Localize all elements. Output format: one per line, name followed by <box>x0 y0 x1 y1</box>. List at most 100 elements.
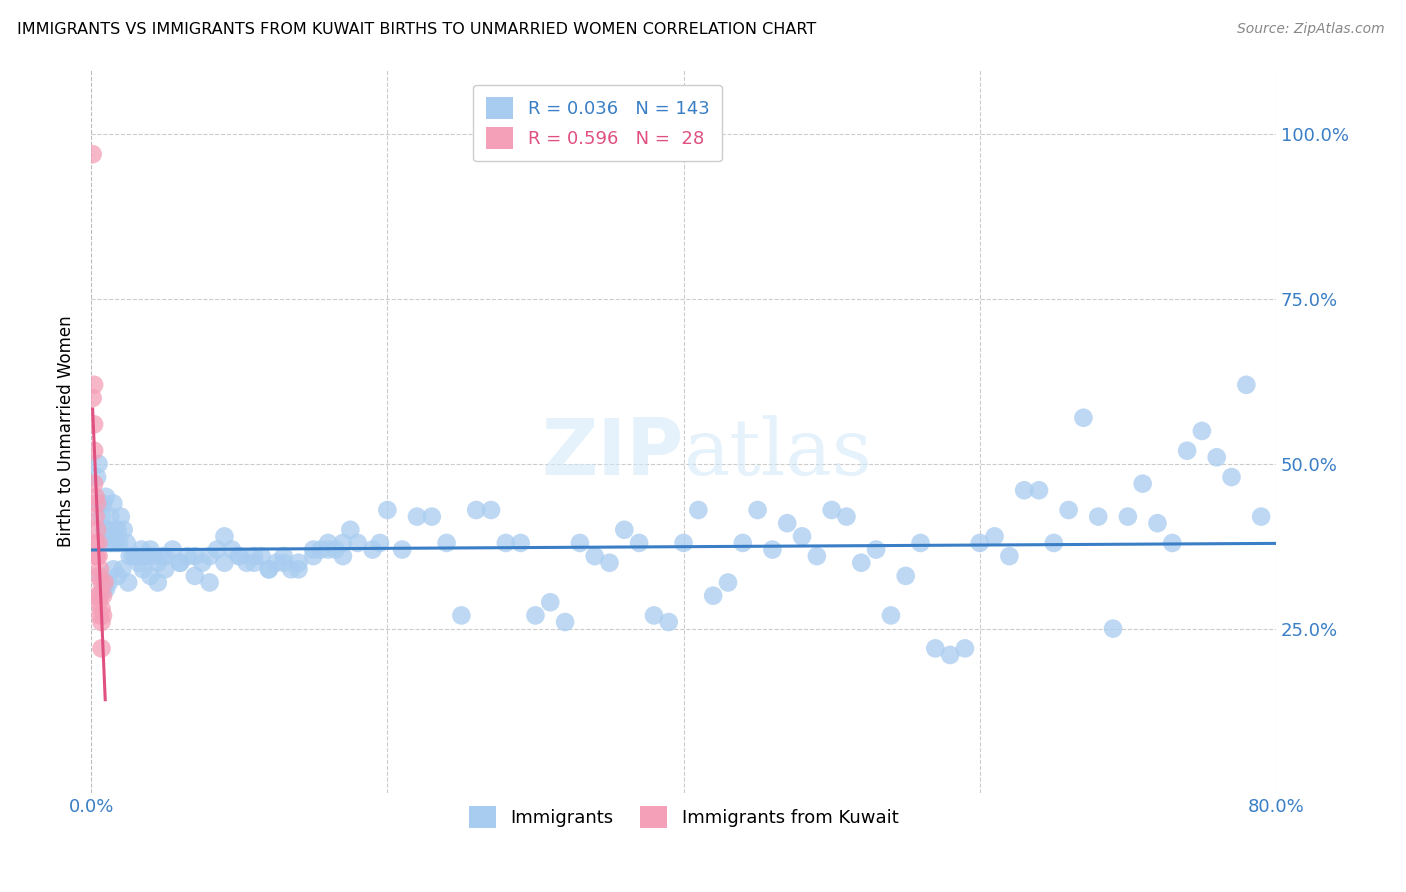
Point <box>747 503 769 517</box>
Point <box>325 542 347 557</box>
Point <box>361 542 384 557</box>
Point <box>243 549 266 563</box>
Point <box>107 569 129 583</box>
Point <box>131 542 153 557</box>
Point <box>198 575 221 590</box>
Point <box>790 529 813 543</box>
Point <box>851 556 873 570</box>
Point <box>332 536 354 550</box>
Y-axis label: Births to Unmarried Women: Births to Unmarried Women <box>58 315 75 547</box>
Point <box>1234 377 1257 392</box>
Point <box>865 542 887 557</box>
Point <box>89 608 111 623</box>
Point <box>142 549 165 563</box>
Point <box>136 549 159 563</box>
Point <box>117 575 139 590</box>
Point <box>97 536 120 550</box>
Point <box>672 536 695 550</box>
Point <box>84 490 107 504</box>
Point <box>150 549 173 563</box>
Point <box>153 549 176 563</box>
Point <box>184 569 207 583</box>
Point <box>1146 516 1168 531</box>
Point <box>94 582 117 596</box>
Point <box>983 529 1005 543</box>
Point <box>91 582 114 596</box>
Point <box>84 536 107 550</box>
Point <box>368 536 391 550</box>
Point <box>264 556 287 570</box>
Point <box>509 536 531 550</box>
Point <box>89 569 111 583</box>
Point <box>134 549 156 563</box>
Text: IMMIGRANTS VS IMMIGRANTS FROM KUWAIT BIRTHS TO UNMARRIED WOMEN CORRELATION CHART: IMMIGRANTS VS IMMIGRANTS FROM KUWAIT BIR… <box>17 22 815 37</box>
Point <box>86 549 108 563</box>
Point <box>91 589 114 603</box>
Point <box>688 503 710 517</box>
Point <box>998 549 1021 563</box>
Point <box>83 417 105 432</box>
Point <box>524 608 547 623</box>
Point <box>280 562 302 576</box>
Point <box>90 615 112 629</box>
Point <box>939 648 962 662</box>
Point <box>86 470 108 484</box>
Point <box>103 496 125 510</box>
Point <box>82 391 104 405</box>
Point <box>1012 483 1035 498</box>
Point <box>495 536 517 550</box>
Point <box>599 556 621 570</box>
Point <box>205 542 228 557</box>
Point <box>776 516 799 531</box>
Point <box>436 536 458 550</box>
Point <box>132 562 155 576</box>
Point <box>568 536 591 550</box>
Point <box>96 523 118 537</box>
Point <box>83 476 105 491</box>
Point <box>97 575 120 590</box>
Point <box>628 536 651 550</box>
Point <box>110 509 132 524</box>
Point <box>101 536 124 550</box>
Point <box>731 536 754 550</box>
Point <box>302 542 325 557</box>
Point <box>87 595 110 609</box>
Point <box>124 549 146 563</box>
Point <box>302 549 325 563</box>
Point <box>191 556 214 570</box>
Point <box>105 536 128 550</box>
Point <box>214 529 236 543</box>
Point <box>118 549 141 563</box>
Point <box>91 496 114 510</box>
Point <box>86 496 108 510</box>
Point <box>1205 450 1227 465</box>
Point <box>953 641 976 656</box>
Point <box>717 575 740 590</box>
Point <box>93 575 115 590</box>
Point <box>89 589 111 603</box>
Point <box>332 549 354 563</box>
Point <box>835 509 858 524</box>
Point <box>112 523 135 537</box>
Point <box>83 377 105 392</box>
Point <box>108 536 131 550</box>
Point <box>250 549 273 563</box>
Point <box>287 562 309 576</box>
Point <box>89 496 111 510</box>
Point <box>87 569 110 583</box>
Point <box>702 589 724 603</box>
Text: atlas: atlas <box>683 415 872 491</box>
Point <box>613 523 636 537</box>
Point <box>100 509 122 524</box>
Point <box>821 503 844 517</box>
Point <box>87 549 110 563</box>
Point <box>1028 483 1050 498</box>
Point <box>214 556 236 570</box>
Point <box>93 523 115 537</box>
Point <box>1175 443 1198 458</box>
Point <box>139 542 162 557</box>
Legend: Immigrants, Immigrants from Kuwait: Immigrants, Immigrants from Kuwait <box>461 798 905 835</box>
Point <box>91 608 114 623</box>
Point <box>257 562 280 576</box>
Point <box>153 562 176 576</box>
